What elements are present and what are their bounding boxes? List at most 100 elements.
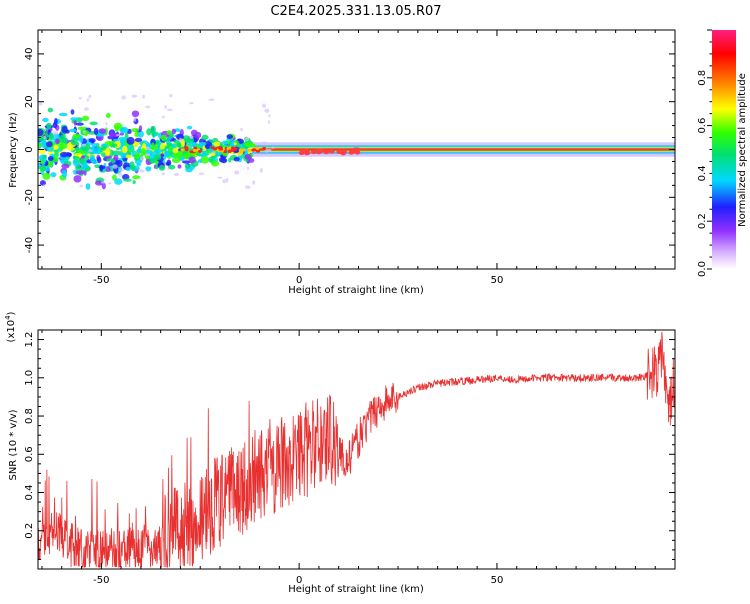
spectral-noise-blob <box>165 161 171 166</box>
spectral-outlier <box>245 136 249 142</box>
spectral-noise-blob <box>186 125 193 130</box>
spectral-noise-blob <box>91 143 98 147</box>
spectral-noise-blob <box>73 175 82 183</box>
spectral-noise-blob <box>148 157 157 164</box>
spectral-noise-blob <box>39 165 47 172</box>
spectral-noise-blob <box>115 159 123 168</box>
spectral-noise-blob <box>220 158 228 163</box>
spectral-noise-blob <box>89 154 95 163</box>
spectral-peak-dot <box>255 149 260 153</box>
spectral-outlier <box>261 141 267 144</box>
spectral-outlier <box>139 169 145 173</box>
spectral-outlier <box>108 182 112 185</box>
spectral-noise-blob <box>204 144 211 150</box>
spectral-outlier <box>268 114 271 118</box>
spectral-noise-blob <box>69 128 77 133</box>
spectral-outlier <box>267 120 270 124</box>
spectral-outlier <box>145 105 151 109</box>
spectral-outlier <box>222 179 227 184</box>
spectral-noise-blob <box>171 128 177 135</box>
spectral-outlier <box>38 102 43 106</box>
spectral-noise-blob <box>61 169 68 178</box>
spectral-noise-blob <box>188 141 197 148</box>
spectrogram-y-tick-label: 40 <box>24 48 35 61</box>
spectral-outlier <box>82 143 86 147</box>
spectrogram-x-label: Height of straight line (km) <box>288 285 424 296</box>
spectral-noise-blob <box>112 174 117 181</box>
spectral-noise-blob <box>38 149 47 154</box>
snr-y-tick-label: 1.0 <box>24 370 35 386</box>
spectral-outlier <box>169 93 173 98</box>
colorbar: 0.0 0.2 0.4 0.6 0.8 Normalized spectral ampl… <box>697 29 748 277</box>
spectral-noise-blob <box>229 140 237 147</box>
spectral-noise-blob <box>98 165 106 170</box>
colorbar-tick-label: 0.4 <box>697 165 708 181</box>
spectral-noise-blob <box>185 164 191 170</box>
spectral-noise-blob <box>54 151 58 160</box>
spectral-outlier <box>252 180 256 185</box>
spectral-outlier <box>161 115 165 119</box>
spectral-noise-blob <box>72 133 81 139</box>
snr-multiplier-close: ) <box>6 311 17 315</box>
spectral-outlier <box>118 168 124 172</box>
spectral-noise-blob <box>61 163 70 169</box>
spectral-outlier <box>79 184 84 188</box>
spectral-outlier <box>112 164 118 169</box>
spectral-noise-blob <box>118 152 128 157</box>
spectral-peak-dot <box>198 149 203 153</box>
spectral-outlier <box>145 153 151 157</box>
spectral-noise-blob <box>134 152 141 159</box>
spectral-noise-blob <box>114 178 123 185</box>
spectral-peak-dot <box>328 149 335 154</box>
spectral-outlier <box>121 95 126 100</box>
spectral-noise-blob <box>54 118 58 126</box>
snr-frame <box>37 329 676 570</box>
spectral-peak-dot <box>298 150 305 156</box>
spectral-noise-blob <box>132 175 141 180</box>
spectral-noise-blob <box>164 150 168 157</box>
spectral-peak-dot <box>226 147 231 151</box>
spectral-outlier <box>267 148 272 152</box>
spectral-noise-blob <box>126 136 135 145</box>
snr-x-label: Height of straight line (km) <box>288 584 424 595</box>
spectral-outlier <box>52 130 58 135</box>
spectral-noise-blob <box>112 143 118 147</box>
spectral-noise-blob <box>77 126 87 130</box>
spectral-noise-blob <box>112 150 121 157</box>
snr-y-tick-label: 0.4 <box>24 485 35 501</box>
spectrogram-x-tick-label: 0 <box>296 275 302 286</box>
spectral-noise-blob <box>102 145 107 151</box>
spectral-noise-blob <box>226 134 233 139</box>
spectral-noise-blob <box>73 158 80 167</box>
spectral-outlier <box>78 96 82 100</box>
spectral-noise-blob <box>73 152 83 157</box>
snr-y-tick-label: 0.2 <box>24 523 35 539</box>
snr-x-tick-label: 0 <box>296 575 302 586</box>
figure-title: C2E4.2025.331.13.05.R07 <box>270 4 441 19</box>
spectral-outlier <box>234 170 240 175</box>
spectral-outlier <box>244 185 251 189</box>
spectral-outlier <box>82 130 86 134</box>
spectral-noise-blob <box>166 130 172 136</box>
snr-y-tick-label: 1.2 <box>24 332 35 348</box>
spectral-noise-blob <box>46 122 52 129</box>
spectral-outlier <box>173 172 180 177</box>
spectral-outlier <box>261 103 267 108</box>
spectral-outlier <box>167 167 170 170</box>
colorbar-label: Normalized spectral amplitude <box>737 73 748 227</box>
spectral-outlier <box>164 105 167 110</box>
spectral-noise-blob <box>38 143 41 147</box>
spectral-outlier <box>271 146 275 149</box>
snr-multiplier-exp: 4 <box>4 315 12 320</box>
spectral-noise-blob <box>160 143 166 150</box>
spectral-noise-blob <box>93 127 99 135</box>
spectral-noise-blob <box>228 157 232 163</box>
spectral-noise-blob <box>233 142 237 146</box>
spectral-noise-blob <box>75 170 85 175</box>
spectral-outlier <box>259 168 263 173</box>
snr-y-tick-label: 0.8 <box>24 408 35 424</box>
spectral-noise-blob <box>158 164 166 171</box>
spectrogram-heatmap <box>38 93 675 190</box>
spectral-noise-blob <box>46 146 54 152</box>
spectral-peak-dot <box>348 150 355 155</box>
